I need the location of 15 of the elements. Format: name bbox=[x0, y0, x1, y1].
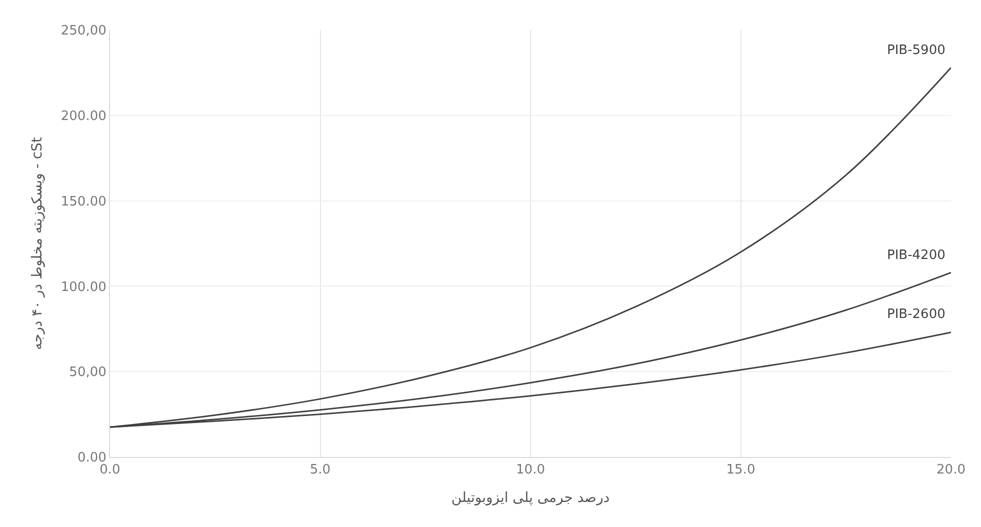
y-tick-label: 250,00 bbox=[60, 24, 106, 39]
x-axis-title: درصد جرمی پلی ایزوبوتیلن bbox=[451, 490, 610, 506]
x-tick-label: 20.0 bbox=[936, 462, 966, 478]
y-tick-label: 50,00 bbox=[69, 365, 106, 380]
series-label: PIB-5900 bbox=[887, 43, 946, 58]
x-tick-label: 10.0 bbox=[516, 462, 545, 478]
y-tick-label: 150.00 bbox=[60, 194, 106, 210]
x-tick-label: 5.0 bbox=[310, 462, 331, 478]
series-label: PIB-2600 bbox=[887, 307, 946, 322]
x-tick-label: 0.0 bbox=[100, 462, 120, 478]
y-tick-label: 200.00 bbox=[60, 108, 106, 124]
y-axis-title: ویسکوزیته مخلوط در ۴۰ درجه - cSt bbox=[30, 136, 46, 350]
y-tick-label: 100.00 bbox=[60, 280, 106, 295]
series-label: PIB-4200 bbox=[887, 248, 946, 263]
x-tick-label: 15.0 bbox=[726, 462, 756, 478]
